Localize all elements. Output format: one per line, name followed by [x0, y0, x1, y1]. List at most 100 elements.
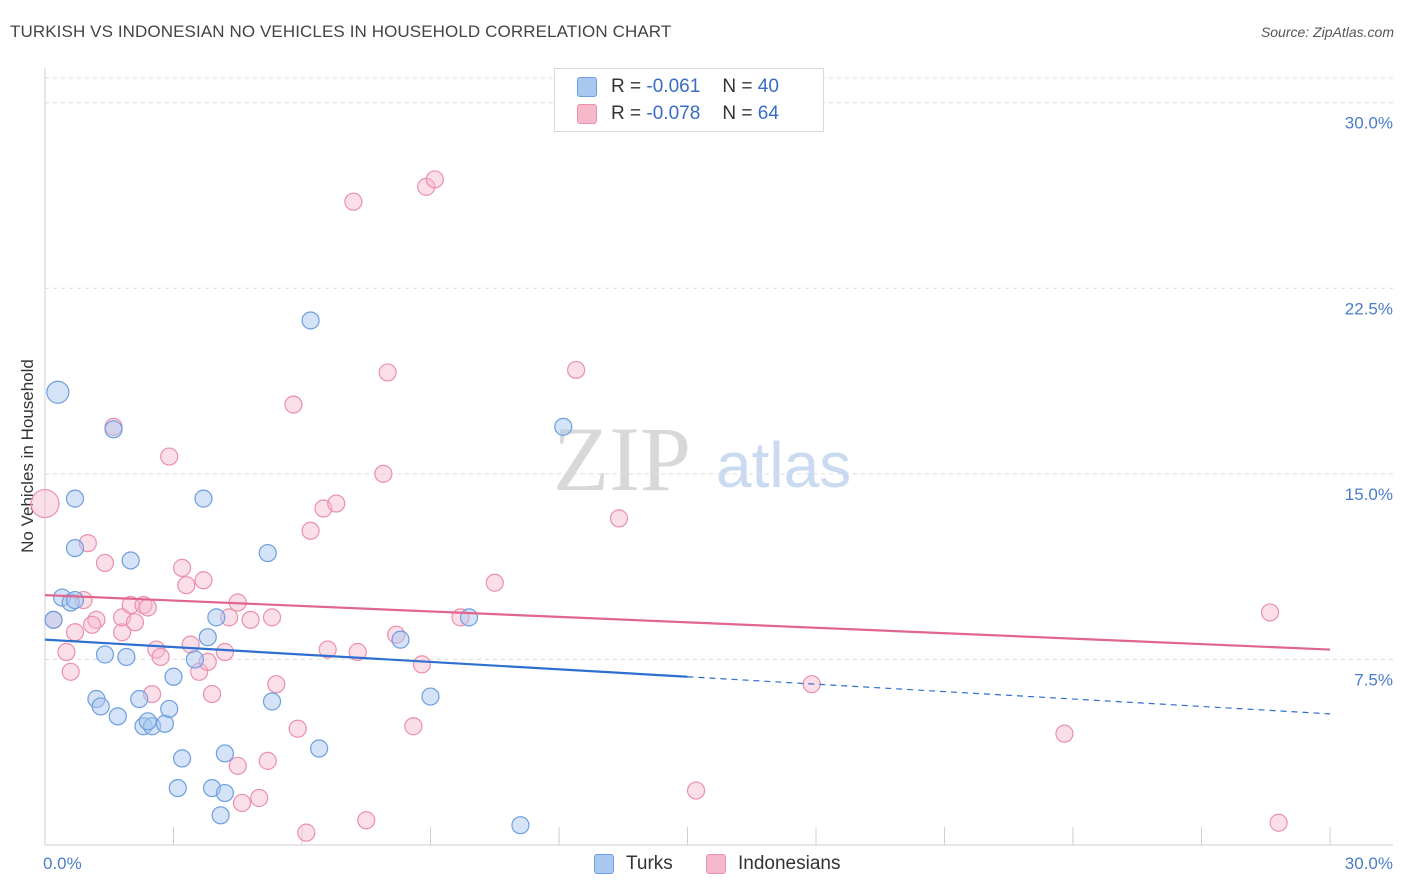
turks-point: [215, 744, 234, 763]
indonesians-point: [151, 647, 170, 667]
indonesians-trend-line: [44, 594, 1331, 651]
legend-item-indonesians[interactable]: Indonesians: [706, 852, 840, 876]
indonesians-point: [609, 509, 629, 528]
y-tick-label: 30.0%: [1345, 114, 1393, 133]
legend-item-turks[interactable]: Turks: [594, 852, 673, 876]
indonesians-point: [95, 553, 115, 573]
indonesians-point: [327, 494, 346, 513]
indonesians-swatch: [577, 104, 597, 124]
turks-point: [172, 749, 192, 768]
turks-point: [160, 699, 179, 719]
watermark-zip: ZIP: [553, 408, 691, 510]
indonesians-point: [1269, 813, 1288, 832]
indonesians-point: [215, 642, 234, 662]
turks-point: [168, 778, 187, 798]
turks-point: [258, 543, 277, 563]
indonesians-legend-label: Indonesians: [738, 853, 841, 874]
turks-point: [554, 417, 573, 436]
turks-point: [65, 538, 85, 558]
grid-lines: [45, 77, 1393, 660]
turks-trend-line: [44, 638, 688, 678]
indonesians-point: [348, 642, 367, 662]
trend-lines: [44, 594, 1331, 715]
turks-point: [44, 610, 63, 629]
indonesians-point: [194, 571, 213, 590]
turks-points: [44, 311, 573, 835]
turks-point: [215, 783, 234, 803]
turks-point: [391, 630, 410, 649]
indonesians-point: [318, 640, 337, 659]
turks-point: [459, 608, 479, 627]
indonesians-n-value: 64: [757, 103, 779, 124]
indonesians-point: [288, 719, 307, 738]
turks-point: [211, 806, 230, 825]
tick-labels: 7.5% 15.0% 22.5% 30.0% 0.0% 30.0%: [43, 114, 1393, 873]
turks-point: [121, 551, 140, 570]
y-tick-label: 7.5%: [1354, 670, 1393, 689]
turks-point: [164, 667, 183, 686]
indonesians-point: [61, 662, 80, 681]
indonesians-point: [412, 655, 432, 674]
indonesians-point: [284, 395, 303, 414]
x-tick-label: 30.0%: [1345, 854, 1393, 873]
turks-point: [104, 420, 123, 439]
indonesians-point: [404, 717, 423, 736]
r-label: R =: [611, 76, 642, 97]
indonesians-point: [125, 613, 145, 632]
r-label: R =: [611, 103, 642, 124]
indonesians-point: [567, 360, 586, 380]
indonesians-point: [262, 608, 282, 627]
turks-point: [65, 590, 85, 610]
turks-point: [310, 739, 329, 758]
indonesians-point: [57, 642, 76, 662]
indonesians-point: [232, 793, 252, 813]
indonesians-point: [1055, 724, 1074, 743]
indonesians-point: [30, 488, 60, 519]
indonesians-point: [202, 684, 222, 704]
indonesians-point: [241, 610, 260, 629]
n-label: N =: [722, 76, 753, 97]
turks-legend-label: Turks: [626, 853, 673, 874]
turks-point: [185, 650, 205, 669]
indonesians-point: [172, 558, 192, 577]
turks-point: [108, 707, 127, 726]
indonesians-point: [485, 573, 504, 592]
y-tick-label: 15.0%: [1345, 485, 1393, 504]
source-label: Source: ZipAtlas.com: [1260, 24, 1394, 40]
turks-point: [138, 712, 157, 731]
turks-point: [91, 697, 110, 716]
turks-r-value: -0.061: [646, 76, 701, 97]
indonesians-point: [1260, 603, 1280, 622]
indonesians-point: [250, 788, 269, 808]
indonesians-point: [160, 447, 179, 466]
indonesians-point: [65, 623, 85, 642]
indonesians-point: [378, 363, 397, 382]
indonesians-point: [228, 756, 247, 775]
indonesians-point: [267, 675, 286, 694]
turks-point: [262, 692, 282, 711]
turks-trend-extension: [687, 676, 1331, 715]
watermark-atlas: atlas: [716, 429, 851, 501]
axes: [44, 68, 1393, 846]
indonesians-point: [344, 192, 363, 211]
stats-row-indonesians: R = -0.078 N = 64: [577, 101, 779, 127]
turks-point: [421, 687, 440, 706]
x-tick-label: 0.0%: [43, 854, 82, 873]
turks-legend-swatch: [594, 854, 614, 874]
indonesians-point: [177, 576, 196, 595]
indonesians-point: [297, 823, 316, 842]
turks-n-value: 40: [757, 76, 779, 97]
indonesians-point: [138, 598, 157, 617]
turks-point: [301, 311, 320, 330]
turks-point: [511, 816, 530, 835]
indonesians-point: [83, 615, 102, 634]
indonesians-point: [112, 623, 132, 642]
turks-point: [117, 647, 136, 667]
stats-box: R = -0.061 N = 40 R = -0.078 N = 64: [554, 68, 824, 132]
indonesians-point: [374, 464, 393, 483]
turks-swatch: [577, 77, 597, 97]
turks-point: [194, 489, 213, 508]
indonesians-point: [686, 781, 706, 800]
turks-point: [65, 489, 85, 508]
